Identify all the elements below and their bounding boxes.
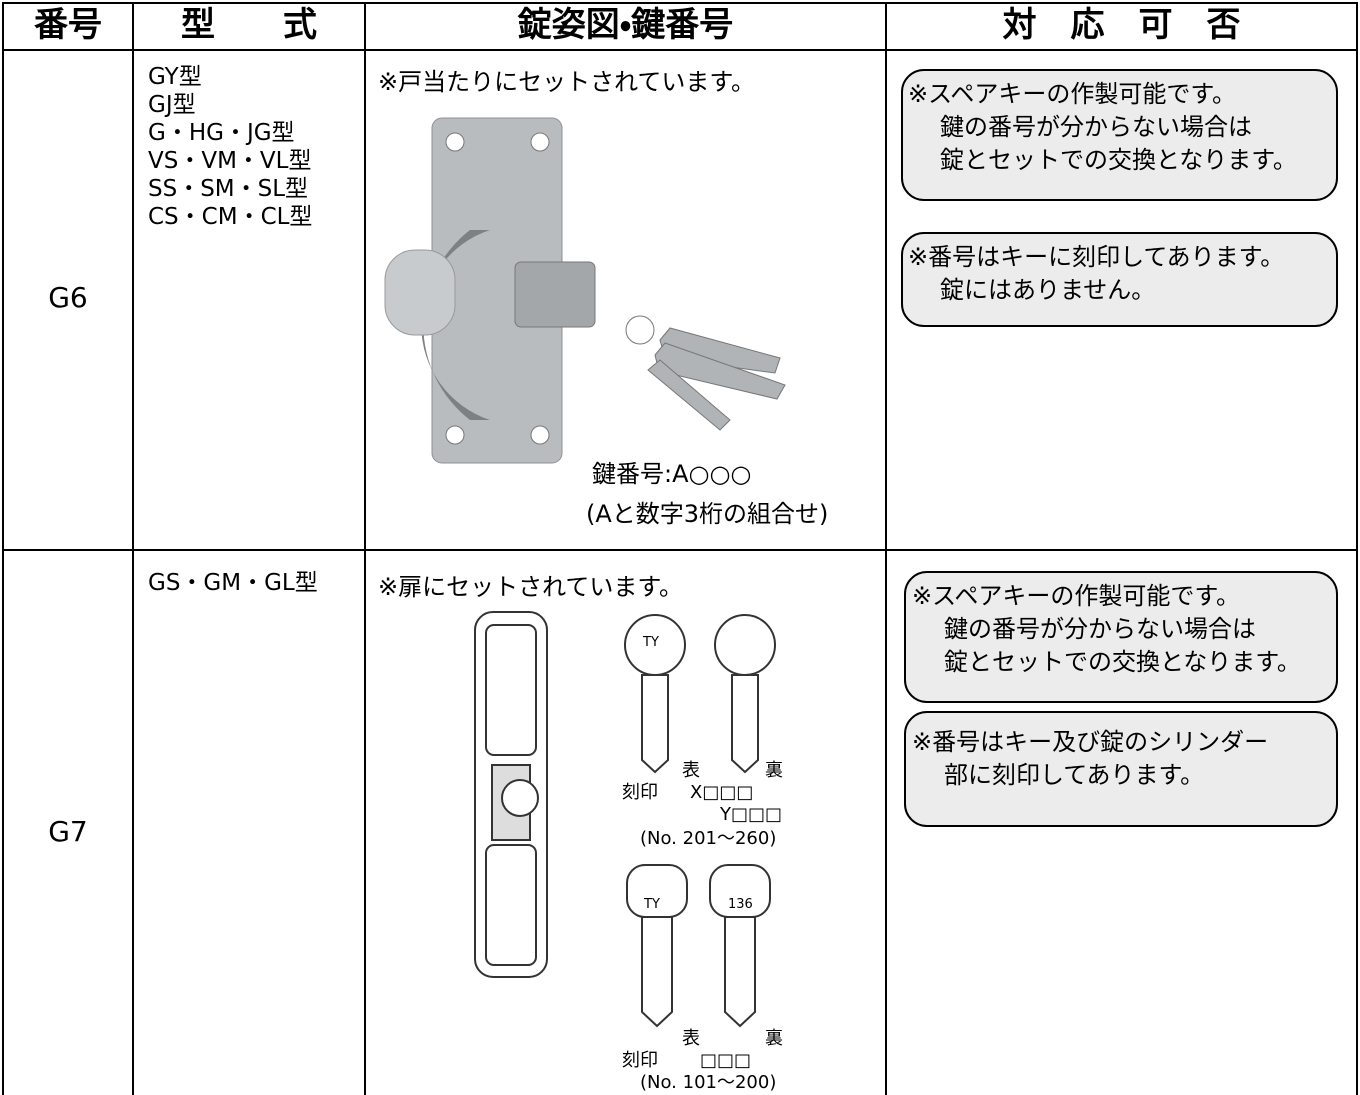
lock-drawing (474, 611, 548, 978)
note-line: ※スペアキーの作製可能です。 (912, 582, 1241, 610)
model: VS・VM・VL型 (148, 148, 312, 174)
key-code: □□□ (700, 1050, 752, 1071)
model: GY型 (148, 64, 202, 90)
key-note: (Aと数字3桁の組合せ) (586, 500, 829, 528)
model: GJ型 (148, 92, 196, 118)
header-cell: 対 応 可 否 (1002, 5, 1241, 45)
key-side: 表 (682, 1028, 700, 1049)
key-mark: TY (643, 635, 659, 650)
header-cell: 型 式 (181, 5, 317, 45)
model: G・HG・JG型 (148, 120, 295, 146)
key-code: X□□□ (690, 782, 754, 803)
key-number: 鍵番号:A○○○ (592, 460, 752, 488)
key-range: (No. 201～260) (640, 828, 777, 849)
figure-note: ※戸当たりにセットされています。 (378, 68, 755, 96)
key-stamp: 刻印 (622, 782, 658, 803)
key-stamp: 刻印 (622, 1050, 658, 1071)
key-mark: 136 (728, 897, 753, 912)
note-line: 錠にはありません。 (940, 276, 1156, 304)
row-id: G7 (48, 815, 88, 848)
key-code: Y□□□ (720, 804, 783, 825)
model: GS・GM・GL型 (148, 570, 318, 596)
model: CS・CM・CL型 (148, 204, 313, 230)
header-cell: 番号 (34, 5, 102, 45)
note-line: ※番号はキーに刻印してあります。 (908, 243, 1285, 271)
key-side: 表 (682, 760, 700, 781)
note-boxes (901, 69, 1338, 827)
note-line: 錠とセットでの交換となります。 (940, 146, 1297, 174)
lock-photo (384, 117, 786, 464)
key-side: 裏 (765, 760, 783, 781)
note-line: 錠とセットでの交換となります。 (944, 648, 1301, 676)
key-range: (No. 101～200) (640, 1072, 777, 1093)
note-line: 鍵の番号が分からない場合は (944, 615, 1256, 643)
note-line: 部に刻印してあります。 (944, 761, 1205, 789)
note-line: ※スペアキーの作製可能です。 (908, 80, 1237, 108)
figure-note: ※扉にセットされています。 (378, 573, 683, 601)
header-cell: 錠姿図・鍵番号 (517, 5, 734, 45)
key-mark: TY (644, 897, 660, 912)
note-line: ※番号はキー及び錠のシリンダー (912, 728, 1269, 756)
key-drawings (624, 614, 776, 1028)
row-id: G6 (48, 281, 88, 314)
model: SS・SM・SL型 (148, 176, 309, 202)
note-line: 鍵の番号が分からない場合は (940, 113, 1252, 141)
key-side: 裏 (765, 1028, 783, 1049)
